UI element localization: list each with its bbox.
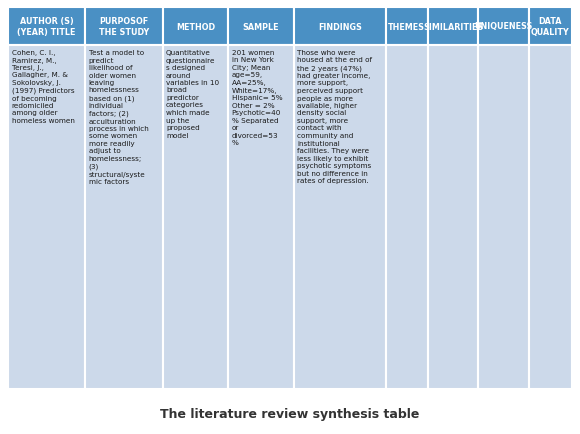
Text: Quantitative
questionnaire
s designed
around
variables in 10
broad
predictor
cat: Quantitative questionnaire s designed ar… (166, 50, 219, 138)
Text: Those who were
housed at the end of
the 2 years (47%)
had greater income,
more s: Those who were housed at the end of the … (298, 50, 372, 184)
Bar (478, 46, 528, 389)
Bar (85, 8, 162, 46)
Text: SIMILARITIES: SIMILARITIES (423, 23, 483, 31)
Text: SAMPLE: SAMPLE (243, 23, 280, 31)
Bar (528, 46, 572, 389)
Bar (228, 8, 294, 46)
Bar (8, 8, 85, 46)
Text: The literature review synthesis table: The literature review synthesis table (160, 408, 420, 421)
Text: FINDINGS: FINDINGS (318, 23, 362, 31)
Text: DATA
QUALITY: DATA QUALITY (531, 17, 570, 37)
Text: METHOD: METHOD (176, 23, 215, 31)
Bar (428, 46, 478, 389)
Text: THEMES: THEMES (389, 23, 425, 31)
Text: 201 women
in New York
City; Mean
age=59,
AA=25%,
White=17%,
Hispanic= 5%
Other =: 201 women in New York City; Mean age=59,… (231, 50, 282, 146)
Bar (162, 8, 228, 46)
Text: Test a model to
predict
likelihood of
older women
leaving
homelessness
based on : Test a model to predict likelihood of ol… (89, 50, 148, 184)
Text: Cohen, C. I.,
Ramirez, M.,
Teresi, J.,
Gallagher, M. &
Sokolovsky, J.
(1997) Pre: Cohen, C. I., Ramirez, M., Teresi, J., G… (12, 50, 74, 124)
Bar (85, 46, 162, 389)
Bar (294, 46, 386, 389)
Bar (386, 8, 428, 46)
Bar (386, 46, 428, 389)
Text: PURPOSOF
THE STUDY: PURPOSOF THE STUDY (99, 17, 149, 37)
Bar (294, 8, 386, 46)
Bar (228, 46, 294, 389)
Bar (428, 8, 478, 46)
Text: UNIQUENESS: UNIQUENESS (474, 23, 532, 31)
Bar (528, 8, 572, 46)
Bar (162, 46, 228, 389)
Bar (8, 46, 85, 389)
Text: AUTHOR (S)
(YEAR) TITLE: AUTHOR (S) (YEAR) TITLE (17, 17, 76, 37)
Bar (478, 8, 528, 46)
